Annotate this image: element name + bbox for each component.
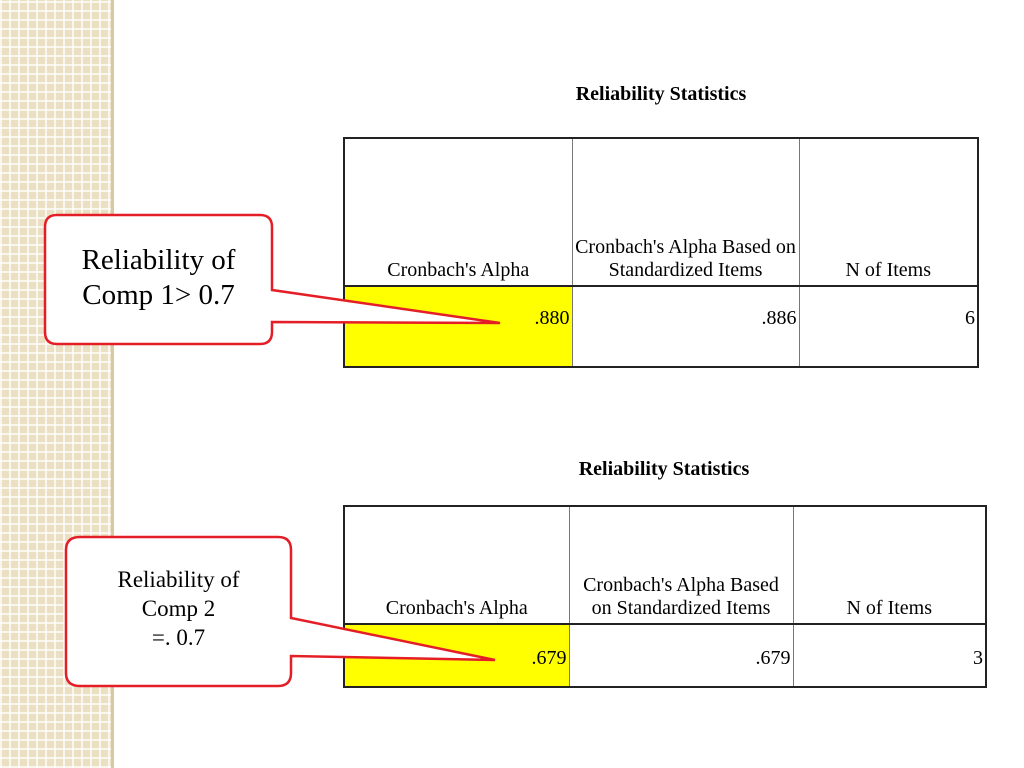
- header-cell: N of Items: [798, 138, 978, 286]
- data-cell: 3: [792, 623, 986, 687]
- data-cell: .880: [344, 285, 572, 367]
- strip-edge: [111, 0, 114, 768]
- callout-line: =. 0.7: [151, 625, 206, 650]
- callout-line: Reliability of: [117, 567, 240, 592]
- callout-line: Comp 1> 0.7: [82, 279, 235, 311]
- header-cell: Cronbach's Alpha Based on Standardized I…: [571, 138, 799, 286]
- data-row: .880 .886 6: [344, 285, 978, 367]
- header-row: Cronbach's Alpha Cronbach's Alpha Based …: [344, 138, 978, 286]
- header-row: Cronbach's Alpha Cronbach's Alpha Based …: [344, 506, 986, 624]
- decorative-strip: [0, 0, 113, 768]
- data-cell: .886: [571, 285, 799, 367]
- callout-line: Reliability of: [81, 244, 236, 276]
- callout-line: Comp 2: [141, 596, 216, 621]
- table-title: Reliability Statistics: [578, 458, 750, 480]
- data-cell: 6: [798, 285, 978, 367]
- header-cell: Cronbach's Alpha: [385, 597, 528, 619]
- data-cell: .679: [568, 623, 793, 687]
- table: Cronbach's Alpha Cronbach's Alpha Based …: [343, 137, 979, 368]
- table-title: Reliability Statistics: [575, 83, 747, 105]
- callout: Reliability of Comp 1> 0.7: [45, 243, 272, 313]
- callout: Reliability of Comp 2 =. 0.7: [66, 565, 291, 652]
- header-cell: Cronbach's Alpha: [387, 259, 530, 281]
- header-cell: N of Items: [792, 506, 986, 624]
- header-cell: Cronbach's Alpha Based on Standardized I…: [568, 506, 793, 624]
- callout-shape: [64, 535, 496, 688]
- callout-shape: [43, 213, 501, 346]
